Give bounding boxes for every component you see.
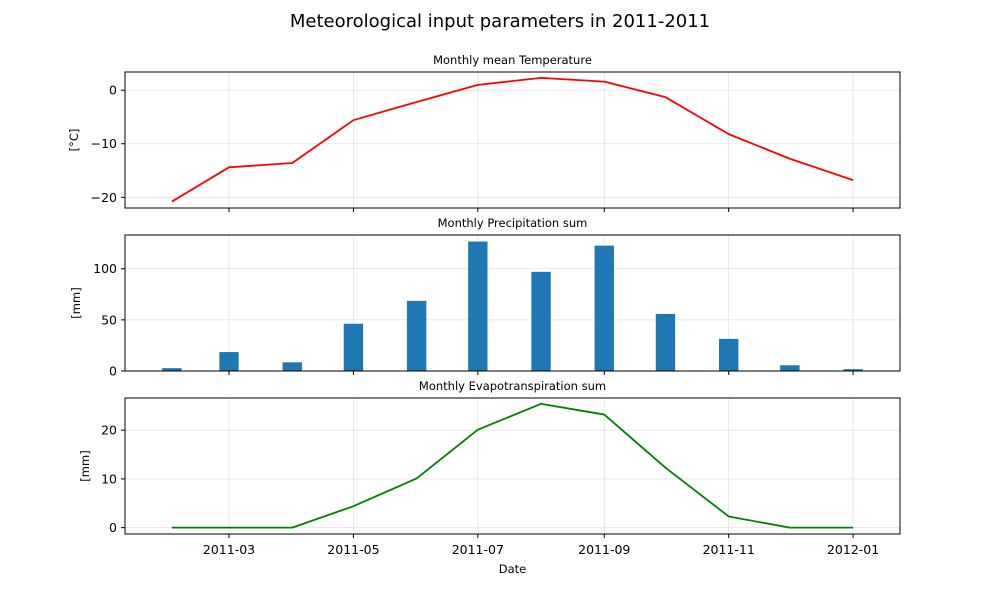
- panel-1-ytick-label-2: −10: [91, 136, 117, 151]
- panel-2: 0 50 100 Monthly Precipitation sum [mm]: [69, 216, 901, 379]
- panel-1-title: Monthly mean Temperature: [433, 53, 592, 67]
- x-tick-label-4: 2011-09: [578, 542, 630, 557]
- panel-1-point-8: [603, 81, 605, 83]
- figure-title: Meteorological input parameters in 2011-…: [290, 11, 710, 32]
- x-tick-label-5: 2011-11: [703, 542, 755, 557]
- x-tick-label-6: 2012-01: [827, 542, 879, 557]
- panel-2-bar-4: [343, 323, 364, 371]
- x-axis-label: Date: [499, 562, 527, 576]
- panel-3-ylabel: [mm]: [78, 450, 92, 481]
- panel-3-point-11: [789, 527, 791, 529]
- panel-3-point-3: [291, 527, 293, 529]
- panel-3-point-12: [852, 527, 854, 529]
- panel-1-point-5: [416, 101, 418, 103]
- panel-1-point-2: [228, 166, 230, 168]
- panel-2-bar-9: [655, 313, 676, 371]
- panel-2-bar-10: [718, 338, 739, 371]
- panel-2-ytick-label-2: 50: [101, 312, 117, 327]
- panel-3: 0 10 20 2011-03 2011-05 2011-07 2011-09 2011-11…: [78, 379, 901, 557]
- panel-2-bar-12: [843, 369, 863, 371]
- panel-3-series-line: [171, 402, 854, 529]
- panel-2-axes-frame: [124, 234, 901, 372]
- panel-1-point-12: [852, 179, 854, 181]
- panel-2-bar-11: [780, 365, 800, 371]
- panel-2-bar-6: [468, 241, 488, 371]
- panel-2-title: Monthly Precipitation sum: [438, 216, 588, 230]
- panel-3-point-8: [603, 414, 605, 416]
- panel-2-bar-8: [594, 245, 614, 371]
- panel-3-point-9: [665, 467, 667, 469]
- panel-2-bar-2: [219, 352, 239, 371]
- panel-2-bar-5: [406, 300, 427, 371]
- panel-2-bar-3: [282, 362, 302, 371]
- panel-1-point-3: [291, 162, 293, 164]
- panel-3-ytick-label-3: 20: [101, 423, 117, 438]
- panel-3-point-7: [540, 403, 542, 405]
- panel-1-series-line: [171, 76, 854, 203]
- panel-3-ytick-label-1: 0: [109, 520, 117, 535]
- panel-2-bar-7: [531, 271, 551, 371]
- panel-1-point-9: [665, 96, 667, 98]
- panel-3-axes-frame: [124, 397, 901, 535]
- panel-3-title: Monthly Evapotranspiration sum: [419, 379, 606, 393]
- panel-1-point-1: [171, 201, 173, 203]
- panel-1-ylabel: [°C]: [67, 129, 81, 152]
- panel-1-point-10: [728, 133, 730, 135]
- panel-1-point-4: [353, 119, 355, 121]
- panel-2-ylabel: [mm]: [69, 287, 83, 318]
- panel-2-bar-1: [162, 368, 182, 371]
- panel-3-point-5: [416, 478, 418, 480]
- panel-3-point-1: [171, 527, 173, 529]
- x-tick-label-1: 2011-03: [203, 542, 255, 557]
- panel-1-point-7: [540, 77, 542, 79]
- panel-3-point-10: [728, 516, 730, 518]
- panel-1-point-11: [789, 158, 791, 160]
- x-tick-label-2: 2011-05: [327, 542, 379, 557]
- panel-3-point-2: [228, 527, 230, 529]
- panel-3-ytick-label-2: 10: [101, 471, 117, 486]
- x-tick-label-3: 2011-07: [452, 542, 504, 557]
- panel-1-axes-frame: [124, 71, 901, 209]
- panel-1-ytick-label-3: 0: [109, 83, 117, 98]
- panel-1-point-6: [477, 84, 479, 86]
- panel-2-ytick-label-1: 0: [109, 364, 117, 379]
- panel-2-ytick-label-3: 100: [93, 261, 117, 276]
- panel-3-point-4: [353, 505, 355, 507]
- panel-1-ytick-label-1: −20: [91, 190, 117, 205]
- panel-1: −20 −10 0 Monthly mean Temperature [°C]: [67, 53, 901, 212]
- panel-3-point-6: [477, 429, 479, 431]
